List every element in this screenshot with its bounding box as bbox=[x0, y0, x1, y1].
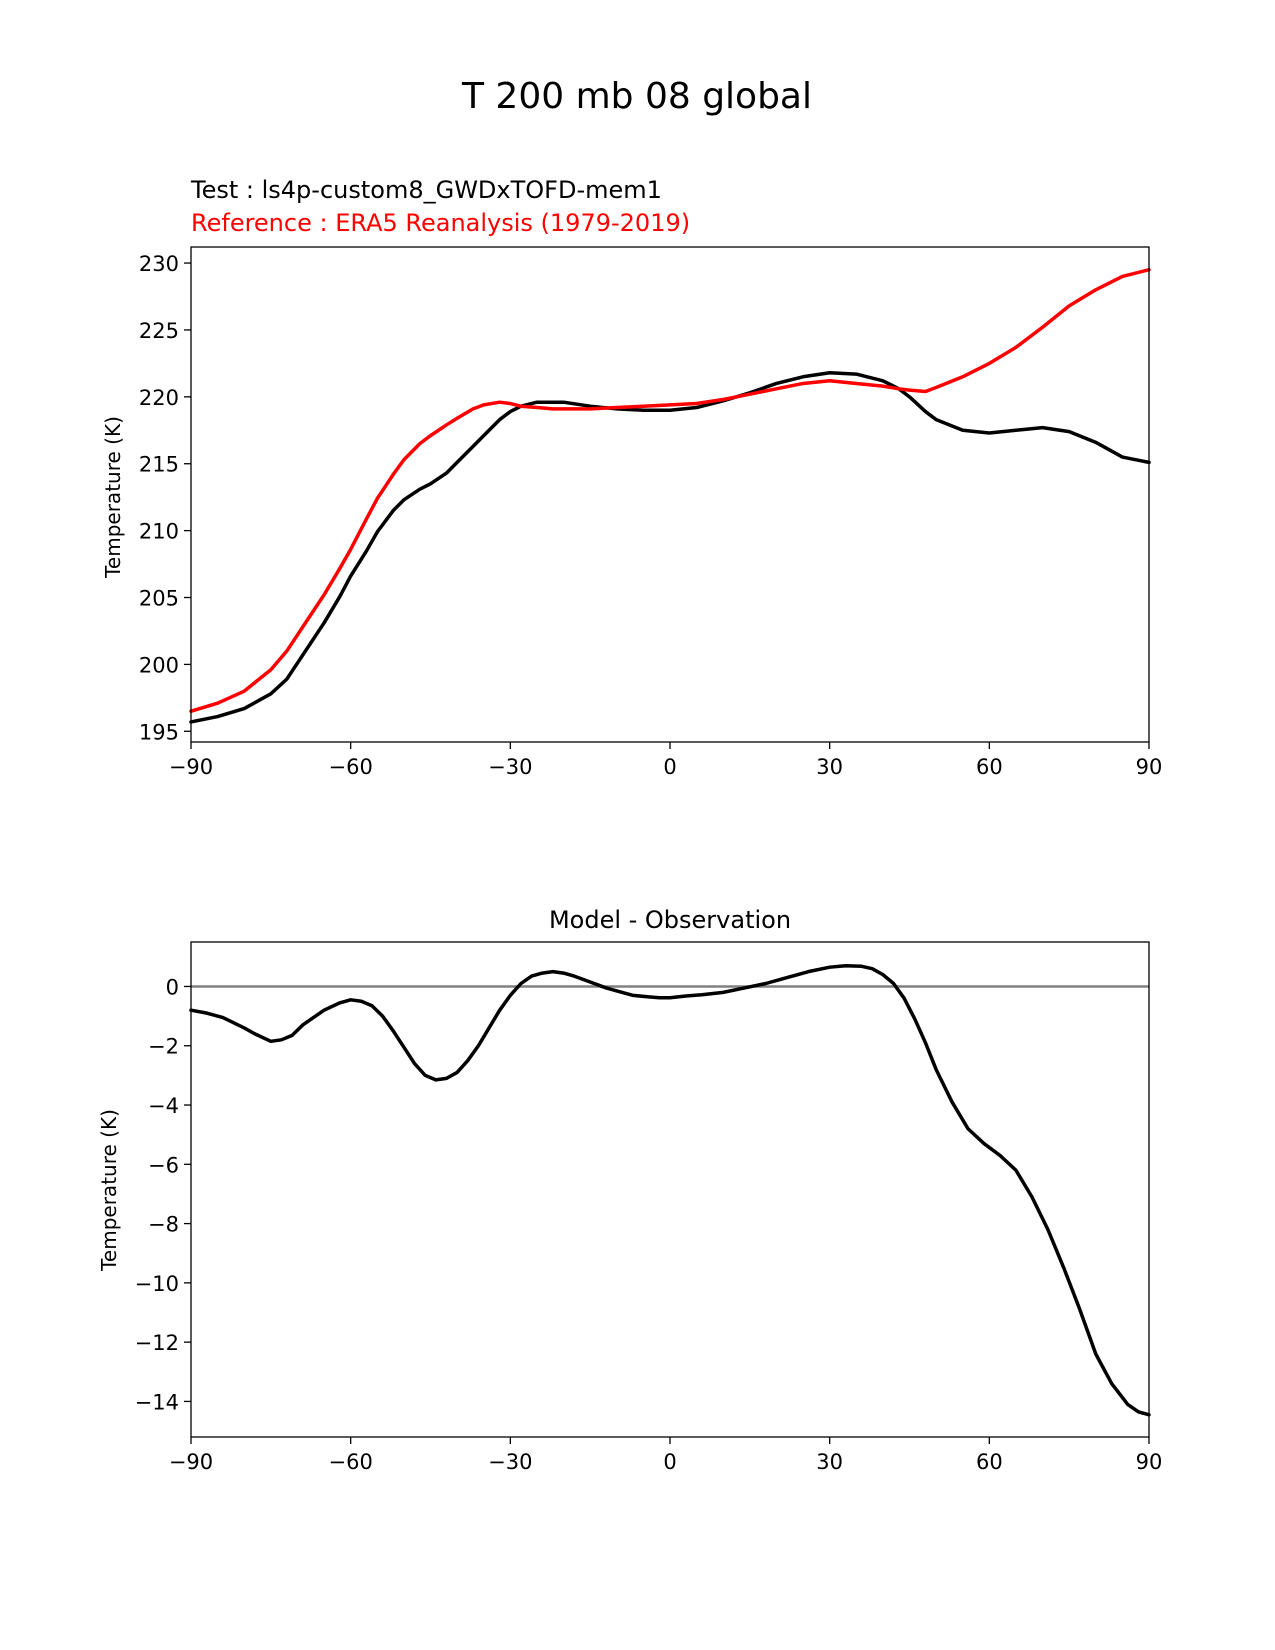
top-y-tick-label: 205 bbox=[139, 587, 179, 611]
top-x-tick-label: 0 bbox=[663, 755, 676, 779]
bottom-y-tick-label: −4 bbox=[148, 1094, 179, 1118]
top-panel: Test : ls4p-custom8_GWDxTOFD-mem1 Refere… bbox=[101, 176, 1162, 779]
test-label: Test : ls4p-custom8_GWDxTOFD-mem1 bbox=[190, 176, 662, 204]
bottom-x-tick-label: −30 bbox=[488, 1450, 532, 1474]
top-y-tick-label: 195 bbox=[139, 720, 179, 744]
top-series-reference bbox=[189, 267, 1151, 713]
top-y-tick-label: 225 bbox=[139, 319, 179, 343]
figure-title: T 200 mb 08 global bbox=[461, 76, 812, 117]
bottom-x-tick-label: 90 bbox=[1136, 1450, 1163, 1474]
bottom-y-axis-label: Temperature (K) bbox=[97, 1109, 121, 1272]
top-y-axis-label: Temperature (K) bbox=[101, 416, 125, 579]
top-y-tick-label: 215 bbox=[139, 453, 179, 477]
top-plot-frame bbox=[190, 246, 1150, 743]
bottom-y-tick-label: −14 bbox=[135, 1390, 179, 1414]
top-series-test bbox=[189, 371, 1151, 724]
top-y-tick-label: 220 bbox=[139, 386, 179, 410]
reference-label: Reference : ERA5 Reanalysis (1979-2019) bbox=[191, 209, 690, 237]
top-series-group bbox=[189, 267, 1151, 724]
bottom-series-difference bbox=[189, 963, 1151, 1417]
bottom-x-tick-label: −60 bbox=[329, 1450, 373, 1474]
bottom-y-tick-label: 0 bbox=[166, 975, 179, 999]
bottom-y-tick-label: −8 bbox=[148, 1213, 179, 1237]
bottom-y-tick-label: −12 bbox=[135, 1331, 179, 1355]
bottom-y-tick-label: −2 bbox=[148, 1035, 179, 1059]
top-x-tick-label: 30 bbox=[816, 755, 843, 779]
top-x-tick-label: −60 bbox=[329, 755, 373, 779]
top-x-tick-label: 60 bbox=[976, 755, 1003, 779]
bottom-panel: Model - Observation Temperature (K) −90−… bbox=[97, 906, 1162, 1474]
bottom-x-tick-label: −90 bbox=[169, 1450, 213, 1474]
bottom-y-tick-label: −6 bbox=[148, 1153, 179, 1177]
top-y-tick-label: 210 bbox=[139, 520, 179, 544]
bottom-ticks-group: −90 −60 −30 0 30 60 90 0 −2 −4 −6 −8 −10 −12 −14 bbox=[135, 975, 1163, 1474]
top-y-tick-label: 200 bbox=[139, 653, 179, 677]
top-ticks-group: −90 −60 −30 0 30 60 90 195 200 205 210 215 220 225 230 bbox=[139, 252, 1162, 779]
bottom-x-tick-label: 60 bbox=[976, 1450, 1003, 1474]
top-x-tick-label: 90 bbox=[1136, 755, 1163, 779]
bottom-x-tick-label: 30 bbox=[816, 1450, 843, 1474]
bottom-series-group bbox=[189, 963, 1151, 1417]
top-x-tick-label: −90 bbox=[169, 755, 213, 779]
bottom-y-tick-label: −10 bbox=[135, 1272, 179, 1296]
bottom-plot-frame bbox=[190, 941, 1150, 1438]
bottom-x-tick-label: 0 bbox=[663, 1450, 676, 1474]
bottom-panel-title: Model - Observation bbox=[549, 906, 791, 934]
top-x-tick-label: −30 bbox=[488, 755, 532, 779]
top-y-tick-label: 230 bbox=[139, 252, 179, 276]
